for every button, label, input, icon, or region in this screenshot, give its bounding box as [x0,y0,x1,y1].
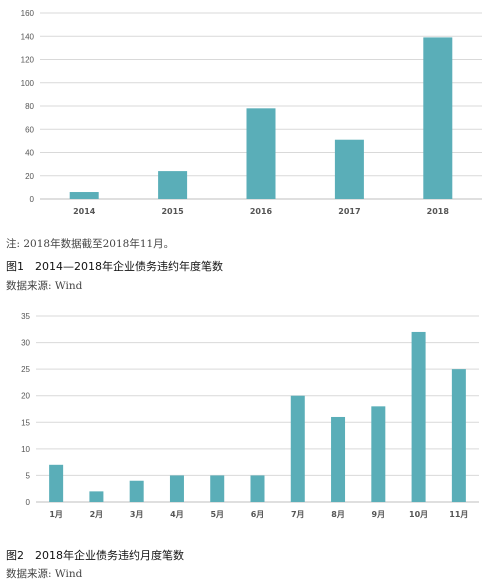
x-tick-label: 8月 [331,510,345,519]
bar-7月 [290,395,305,502]
bar-2016 [246,108,276,199]
y-tick-label: 20 [21,392,30,401]
figure2-source: 数据来源: Wind [6,568,83,580]
x-tick-label: 9月 [372,510,386,519]
bar-4月 [169,475,184,502]
y-tick-label: 60 [25,125,34,134]
y-tick-label: 120 [21,56,35,65]
x-tick-label: 2014 [73,207,96,216]
x-tick-label: 2015 [161,207,184,216]
bar-2015 [158,171,188,199]
y-tick-label: 25 [21,365,30,374]
bar-2017 [334,139,364,199]
y-tick-label: 140 [21,32,35,41]
x-tick-label: 11月 [449,510,468,519]
figure1-source: 数据来源: Wind [6,280,83,292]
bar-2月 [89,491,104,502]
chart1-note: 注: 2018年数据截至2018年11月。 [6,238,175,250]
y-tick-label: 100 [21,79,35,88]
y-tick-label: 30 [21,339,30,348]
bar-3月 [129,480,144,502]
bar-2018 [423,37,453,199]
figure2-caption: 图2 2018年企业债务违约月度笔数 [6,549,184,562]
x-tick-label: 2017 [338,207,360,216]
x-tick-label: 7月 [291,510,305,519]
y-tick-label: 35 [21,312,30,321]
y-tick-label: 20 [25,172,34,181]
x-tick-label: 6月 [251,510,265,519]
bar-5月 [210,475,225,502]
figure1-caption: 图1 2014—2018年企业债务违约年度笔数 [6,260,223,273]
bar-8月 [331,416,346,502]
x-tick-label: 3月 [130,510,144,519]
bar-1月 [49,464,64,502]
bar-11月 [451,369,466,502]
y-tick-label: 5 [26,471,31,480]
y-tick-label: 10 [21,445,30,454]
x-tick-label: 1月 [49,510,63,519]
y-tick-label: 0 [26,498,31,507]
x-tick-label: 2018 [427,207,450,216]
y-tick-label: 80 [25,102,34,111]
x-tick-label: 4月 [170,510,184,519]
x-tick-label: 5月 [210,510,224,519]
bar-10月 [411,331,426,502]
bar-2014 [69,192,99,199]
x-tick-label: 2月 [90,510,104,519]
y-tick-label: 15 [21,418,30,427]
y-tick-label: 0 [30,195,35,204]
x-tick-label: 2016 [250,207,273,216]
x-tick-label: 10月 [409,510,428,519]
bar-9月 [371,406,386,502]
y-tick-label: 40 [25,149,34,158]
annual-default-bar-chart: 0 20 40 60 80 100 120 140 160 2014 2015 2016 2017 201… [21,9,482,216]
bar-6月 [250,475,265,502]
monthly-default-bar-chart: 0 5 10 15 20 25 30 35 1月 2月 3月 4月 5月 6月 7月 8月 9月 10月 11月 [21,312,479,519]
y-tick-label: 160 [21,9,35,18]
